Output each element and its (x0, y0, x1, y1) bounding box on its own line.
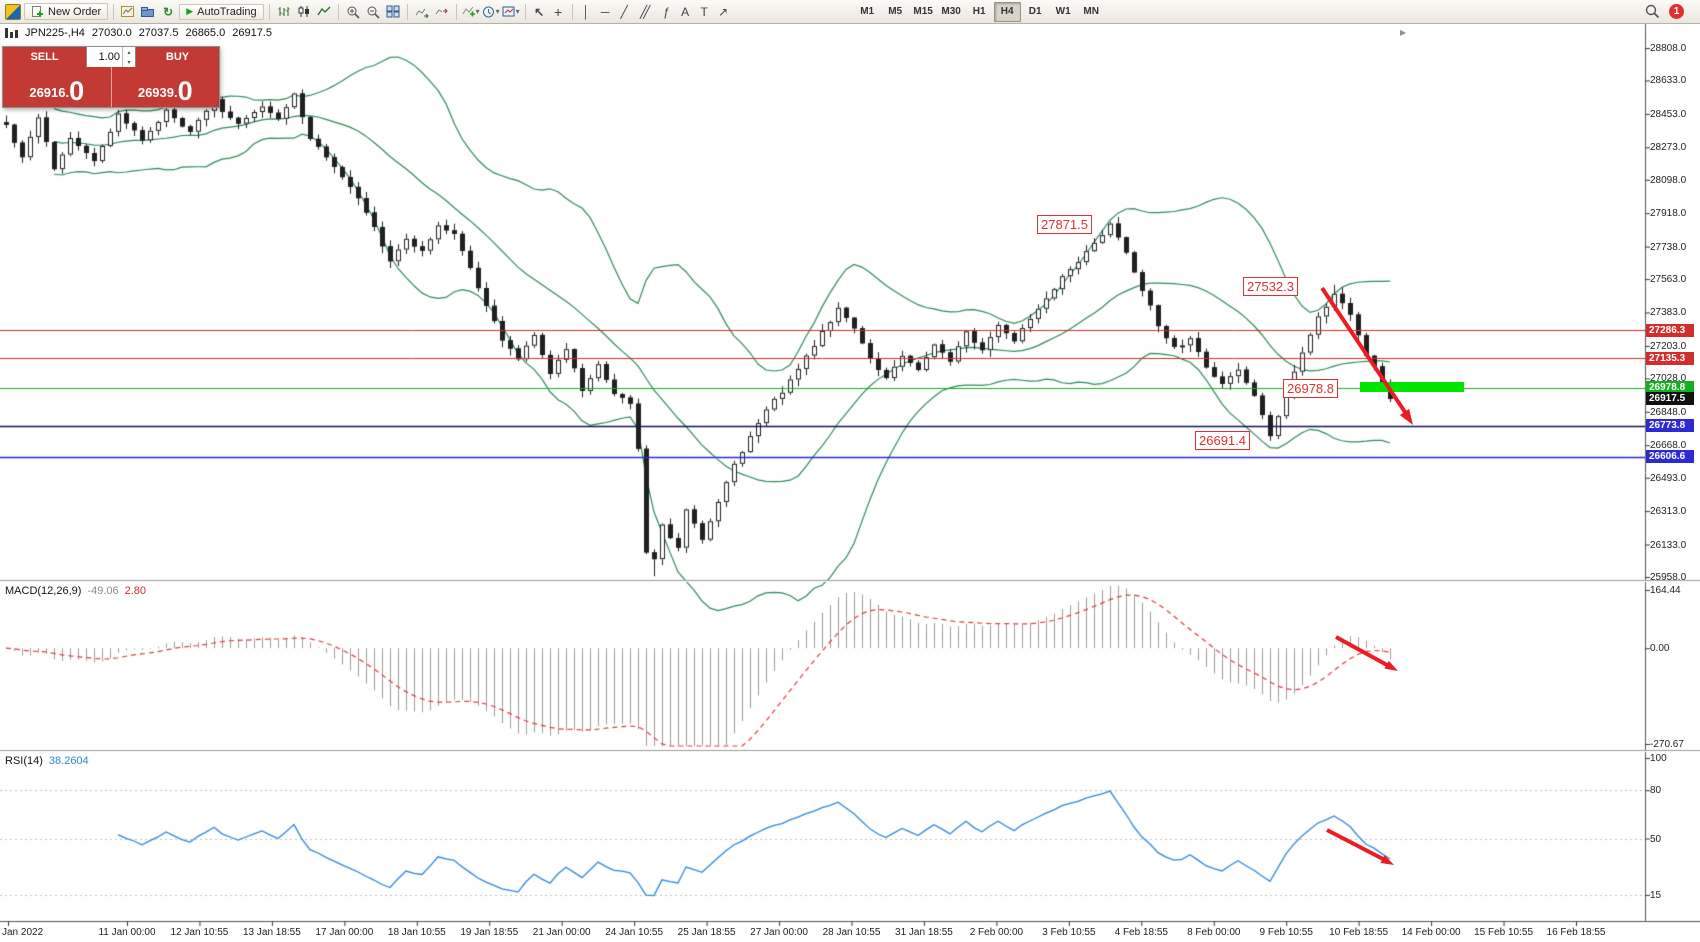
timeframe-button-m15[interactable]: M15 (913, 6, 933, 17)
macd-header: MACD(12,26,9) -49.06 2.80 (5, 585, 146, 597)
new-chart-icon[interactable] (119, 3, 137, 21)
rsi-value: 38.2604 (48, 755, 89, 767)
periods-button[interactable]: ▾ (482, 3, 500, 21)
timeframe-button-m1[interactable]: M1 (860, 6, 875, 17)
auto-scroll-icon[interactable] (413, 3, 431, 21)
buy-price-button[interactable]: 26939. 0 (111, 67, 219, 107)
text-icon[interactable]: A (681, 4, 690, 19)
new-order-label: New Order (48, 5, 102, 18)
cursor-icon[interactable]: ↖ (534, 4, 545, 19)
macd-name: MACD(12,26,9) (5, 585, 82, 597)
buy-price: 26939. (137, 85, 178, 100)
timeframe-button-d1[interactable]: D1 (1028, 6, 1042, 17)
label-icon[interactable]: T (700, 4, 708, 19)
buy-button[interactable]: BUY (136, 47, 219, 67)
indicators-button[interactable]: ▾ (462, 3, 480, 21)
ohlc-high: 27037.5 (138, 27, 179, 39)
rsi-header: RSI(14) 38.2604 (5, 755, 89, 767)
price-label-object-27532[interactable]: 27532.3 (1243, 277, 1298, 296)
autotrading-label: AutoTrading (197, 5, 257, 18)
price-axis[interactable] (1645, 24, 1700, 921)
timeframe-button-mn[interactable]: MN (1083, 6, 1099, 17)
buy-price-pips: 0 (177, 76, 193, 106)
line-chart-icon[interactable] (315, 3, 333, 21)
timeframe-button-w1[interactable]: W1 (1055, 6, 1071, 17)
scroll-shift-marker[interactable]: ▸ (1400, 25, 1407, 39)
ohlc-low: 26865.0 (185, 27, 226, 39)
one-click-trading-panel: SELL 1.00 ▴ ▾ BUY 26916. 0 26939. 0 (2, 46, 220, 108)
timeframe-group: M1 M5 M15 M30 H1 H4 D1 W1 MN (854, 1, 1105, 22)
fibonacci-icon[interactable]: ƒ (662, 4, 670, 19)
sell-price-button[interactable]: 26916. 0 (3, 67, 112, 107)
chart-shift-icon[interactable] (433, 3, 451, 21)
timeframe-button-m5[interactable]: M5 (888, 6, 903, 17)
timeframe-button-h1[interactable]: H1 (972, 6, 986, 17)
price-label-object-26691[interactable]: 26691.4 (1195, 431, 1250, 450)
new-order-button[interactable]: New Order (24, 3, 109, 20)
sell-button[interactable]: SELL (3, 47, 86, 67)
zoom-out-icon[interactable] (364, 3, 382, 21)
rsi-name: RSI(14) (5, 755, 43, 767)
toolbar: New Order ↻ ▶ AutoTrading ▾ ▾ ▾ ↖ + │ ─ … (0, 0, 1700, 24)
sell-price-pips: 0 (69, 76, 85, 106)
autotrading-play-icon: ▶ (186, 6, 194, 16)
periods-dropdown-icon: ▾ (495, 7, 500, 16)
vertical-line-icon[interactable]: │ (582, 4, 590, 19)
autotrading-button[interactable]: ▶ AutoTrading (179, 3, 264, 20)
templates-button[interactable]: ▾ (502, 3, 520, 21)
lot-down-button[interactable]: ▾ (127, 59, 131, 66)
bar-chart-icon[interactable] (275, 3, 293, 21)
highlight-rectangle-object[interactable] (1360, 382, 1464, 392)
ohlc-close: 26917.5 (232, 27, 272, 39)
timeframe-button-h4[interactable]: H4 (993, 1, 1021, 22)
horizontal-line-icon[interactable]: ─ (600, 4, 610, 19)
lot-size-value[interactable]: 1.00 (98, 51, 120, 63)
time-axis[interactable] (0, 922, 1700, 942)
crosshair-icon[interactable]: + (554, 3, 563, 20)
templates-dropdown-icon: ▾ (515, 7, 520, 16)
zoom-in-icon[interactable] (344, 3, 362, 21)
timeframe-button-m30[interactable]: M30 (941, 6, 961, 17)
chart-title: JPN225-,H4 27030.0 27037.5 26865.0 26917… (5, 27, 272, 39)
refresh-icon[interactable]: ↻ (163, 4, 174, 19)
macd-main-value: -49.06 (87, 585, 119, 597)
chart-icon (5, 28, 18, 38)
price-label-object-26978[interactable]: 26978.8 (1283, 379, 1338, 398)
sell-price: 26916. (29, 85, 70, 100)
ohlc-open: 27030.0 (91, 27, 132, 39)
candlestick-chart-icon[interactable] (295, 3, 313, 21)
trendline-icon[interactable]: ╱ (620, 4, 628, 19)
new-order-icon (32, 6, 43, 17)
notification-badge[interactable]: 1 (1669, 4, 1684, 19)
lot-size-field[interactable]: 1.00 ▴ ▾ (86, 47, 136, 67)
search-icon[interactable] (1643, 3, 1661, 21)
macd-signal-value: 2.80 (124, 585, 147, 597)
tile-windows-icon[interactable] (384, 3, 402, 21)
price-label-object-27871[interactable]: 27871.5 (1037, 215, 1092, 234)
app-logo-icon (4, 3, 22, 21)
symbol-period: JPN225-,H4 (25, 27, 85, 39)
lot-up-button[interactable]: ▴ (127, 49, 131, 56)
indicators-dropdown-icon: ▾ (475, 7, 480, 16)
channel-icon[interactable]: ╱╱ (639, 4, 650, 19)
profiles-icon[interactable] (139, 3, 157, 21)
arrows-button[interactable]: ↗ (718, 4, 729, 19)
